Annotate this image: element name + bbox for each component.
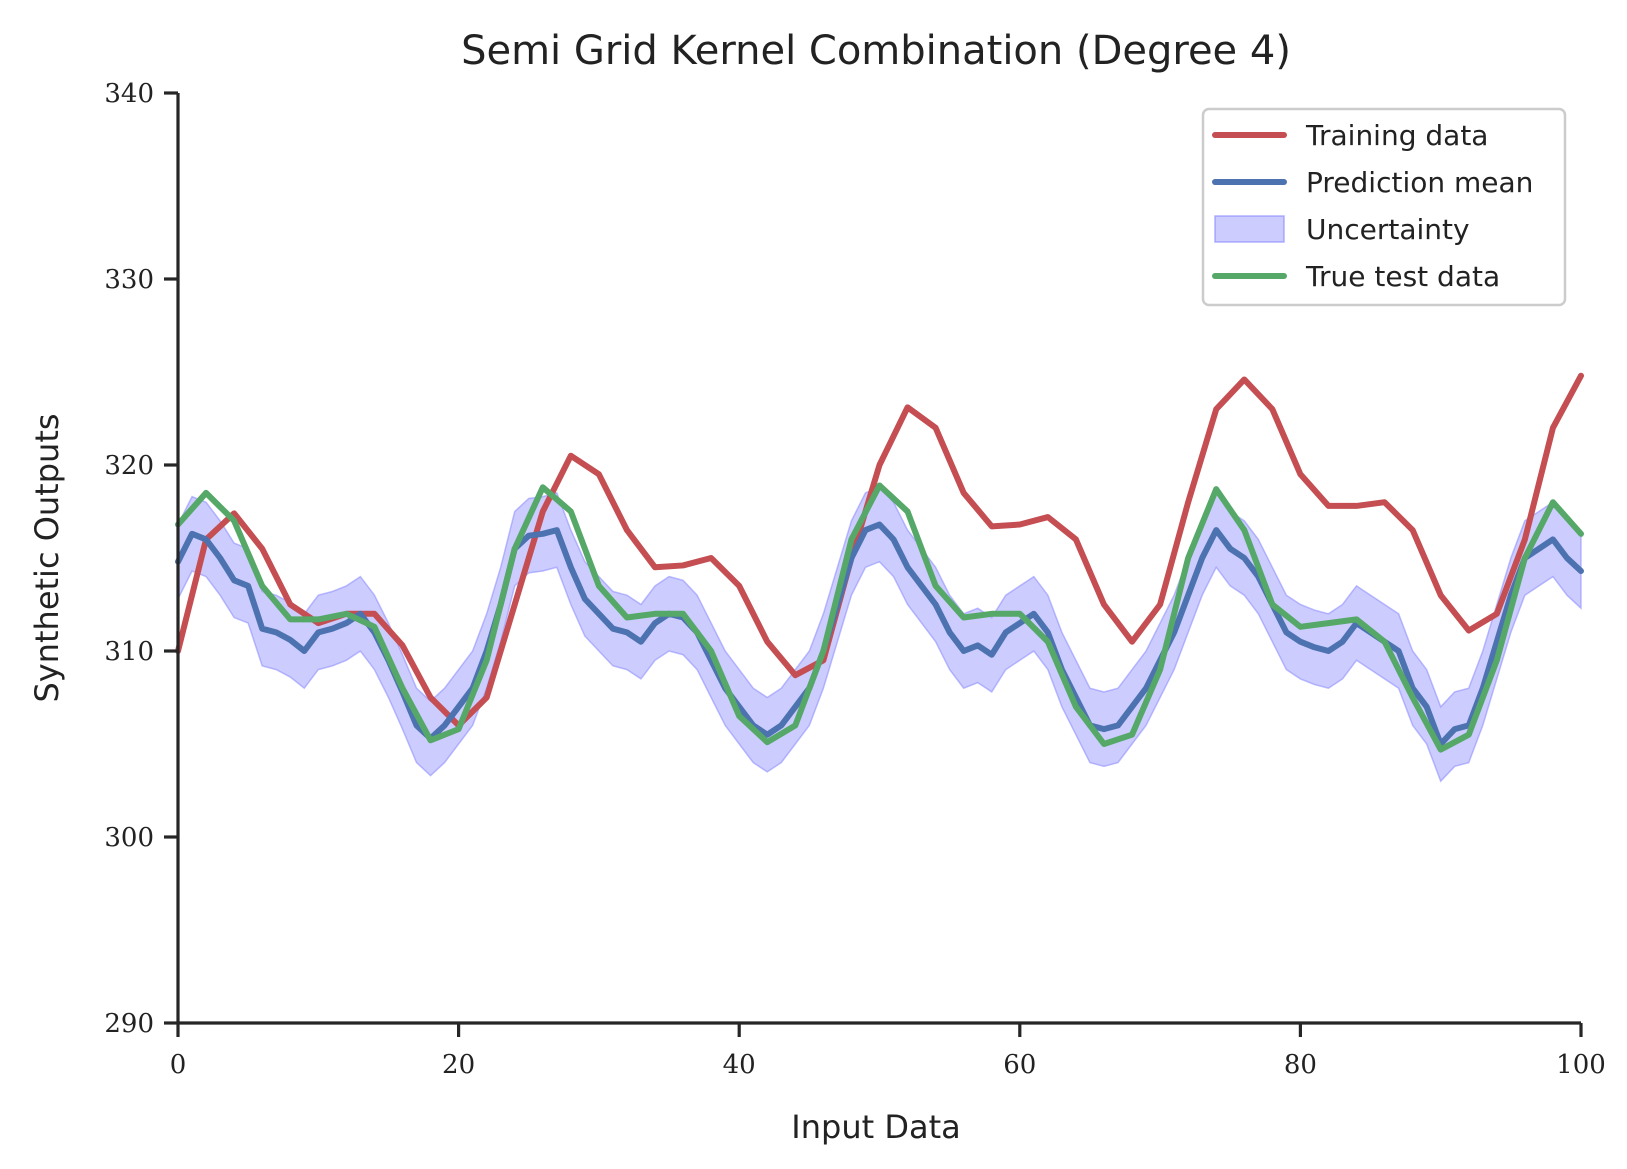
series-line-training-data <box>175 372 1584 729</box>
y-axis-label: Synthetic Outputs <box>28 413 66 702</box>
legend-label-prediction-mean: Prediction mean <box>1306 166 1533 199</box>
x-tick-label: 60 <box>1003 1050 1036 1080</box>
x-tick-label: 80 <box>1284 1050 1317 1080</box>
y-tick-label: 310 <box>104 637 154 667</box>
x-tick-label: 100 <box>1556 1050 1606 1080</box>
legend-box <box>1201 107 1567 307</box>
series-line-prediction-mean <box>175 521 1584 747</box>
x-axis-label: Input Data <box>791 1108 960 1146</box>
legend: Training data Prediction mean Uncertainty T… <box>1201 107 1567 307</box>
y-tick-label: 340 <box>104 79 154 109</box>
x-tick-label: 0 <box>170 1050 187 1080</box>
y-tick-label: 330 <box>104 265 154 295</box>
legend-label-uncertainty: Uncertainty <box>1306 213 1470 246</box>
y-tick-label: 320 <box>104 451 154 481</box>
legend-label-training-data: Training data <box>1305 119 1488 152</box>
series-line-true-test-data <box>175 482 1584 753</box>
plot-area <box>175 372 1584 783</box>
y-tick-label: 300 <box>104 823 154 853</box>
x-tick-label: 20 <box>442 1050 475 1080</box>
axes: 0 20 40 60 80 100 290 300 310 320 330 340 <box>104 79 1605 1080</box>
chart-title: Semi Grid Kernel Combination (Degree 4) <box>461 28 1291 74</box>
y-tick-label: 290 <box>104 1009 154 1039</box>
x-tick-label: 40 <box>723 1050 756 1080</box>
legend-label-true-test-data: True test data <box>1305 260 1500 293</box>
legend-swatch-uncertainty <box>1214 215 1285 243</box>
